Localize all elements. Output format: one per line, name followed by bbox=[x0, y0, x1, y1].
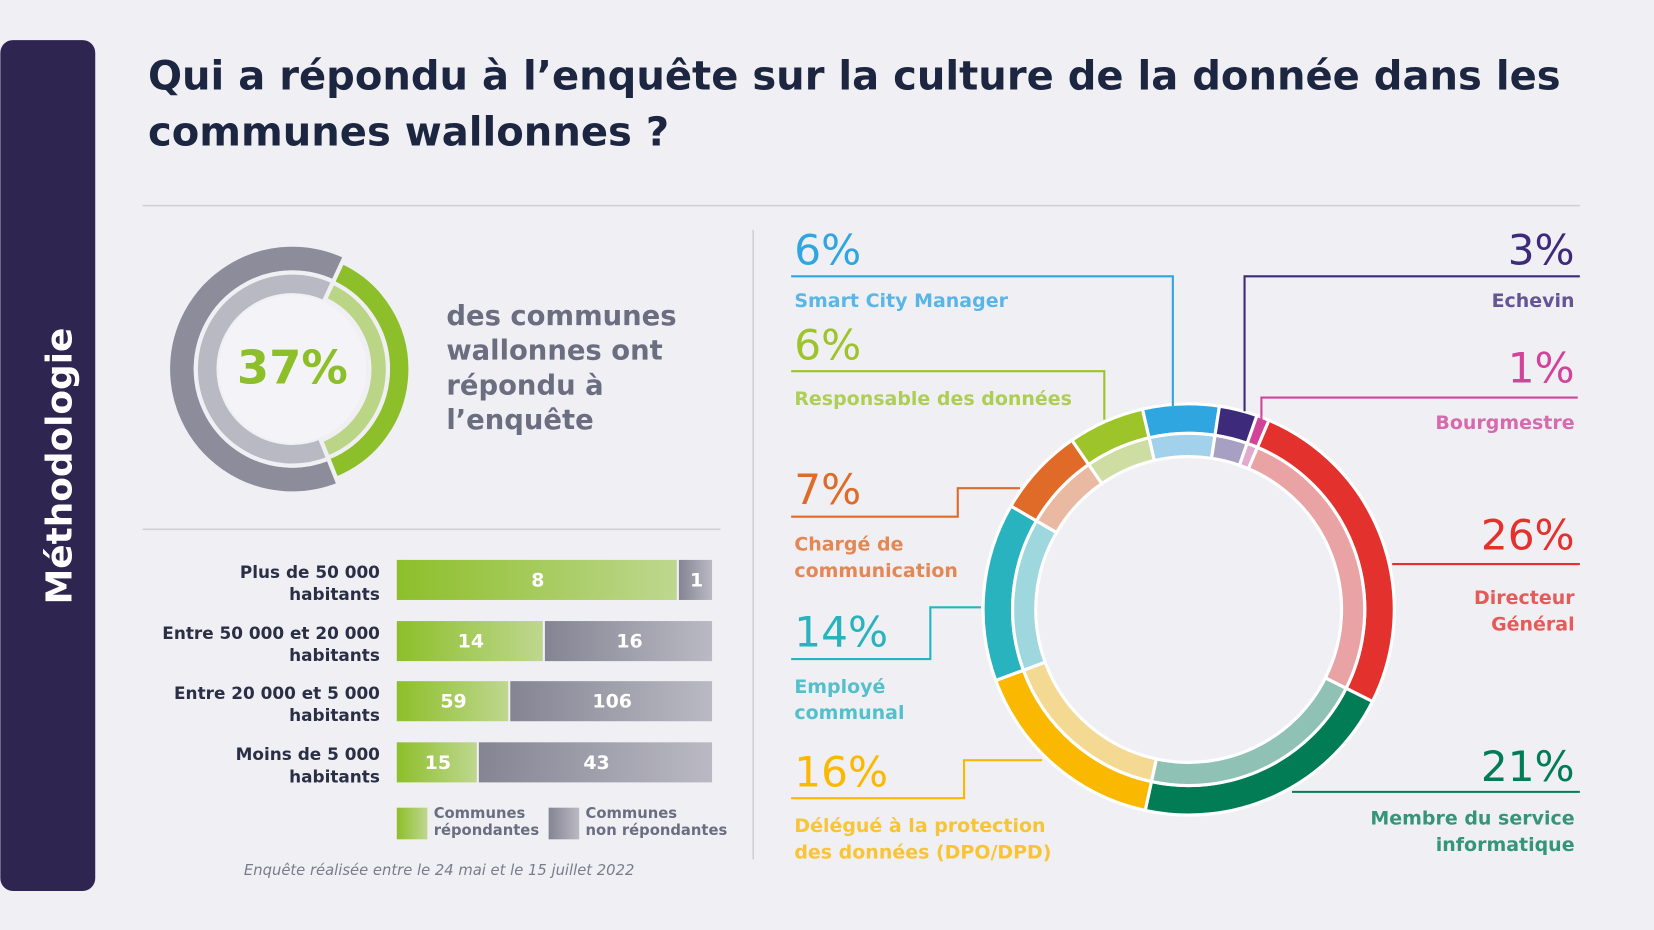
slice-label: Employé communal bbox=[794, 675, 905, 725]
bar-value-label: 14 bbox=[458, 631, 484, 653]
annotation-box: des communes wallonnes ont répondu à l’e… bbox=[446, 300, 677, 437]
footnote-box: Enquête réalisée entre le 24 mai et le 1… bbox=[243, 862, 635, 880]
slice-label-box: Directeur Général bbox=[1474, 587, 1575, 636]
legend-swatch bbox=[396, 807, 428, 840]
y-tick-label-box: Entre 50 000 et 20 000 habitants bbox=[162, 623, 380, 666]
chart-title: Qui a répondu à l’enquête sur la culture… bbox=[147, 52, 1561, 155]
y-tick-label: Entre 50 000 et 20 000 habitants bbox=[162, 623, 380, 666]
slice-label: Responsable des données bbox=[794, 388, 1072, 411]
slice-value-label: 26% bbox=[1481, 510, 1575, 559]
bar-segment bbox=[396, 681, 509, 722]
slice-label: Echevin bbox=[1491, 289, 1575, 313]
y-tick-label-box: Entre 20 000 et 5 000 habitants bbox=[174, 683, 380, 726]
slice-value-label: 14% bbox=[794, 607, 888, 656]
slice-label-box: Délégué à la protection des données (DPO… bbox=[794, 815, 1052, 864]
bar-value-label: 16 bbox=[616, 631, 642, 653]
y-tick-label: Moins de 5 000 habitants bbox=[235, 744, 380, 787]
leader-line bbox=[791, 275, 1174, 406]
slice-value-label: 6% bbox=[794, 226, 861, 275]
bar-value-label: 43 bbox=[583, 752, 609, 774]
legend-label: Communes répondantes bbox=[433, 805, 540, 840]
bar-segment bbox=[544, 621, 713, 662]
slice-label-box: Chargé de communication bbox=[794, 533, 958, 583]
y-tick-label-box: Moins de 5 000 habitants bbox=[235, 744, 380, 787]
slice-label: Bourgmestre bbox=[1435, 412, 1575, 435]
leader-line bbox=[791, 487, 1020, 518]
donut-hole bbox=[218, 295, 367, 443]
slice-value-label: 6% bbox=[794, 320, 861, 369]
leader-line bbox=[791, 370, 1106, 420]
slice-label: Délégué à la protection des données (DPO… bbox=[794, 815, 1052, 864]
slice-label-box: Employé communal bbox=[794, 675, 905, 725]
slice-label-box: Smart City Manager bbox=[794, 289, 1008, 313]
slice-value-label: 3% bbox=[1508, 226, 1575, 275]
donut-slice-inner bbox=[1086, 435, 1157, 486]
bar-value-label: 15 bbox=[425, 752, 451, 774]
sidebar bbox=[0, 40, 96, 891]
slice-value-label: 16% bbox=[794, 748, 888, 797]
y-tick-label-box: Plus de 50 000 habitants bbox=[239, 562, 380, 605]
leader-line bbox=[791, 759, 1043, 800]
slice-label-box: Echevin bbox=[1491, 289, 1575, 313]
slice-label-box: Bourgmestre bbox=[1435, 412, 1575, 435]
slice-label: Smart City Manager bbox=[794, 289, 1008, 313]
slice-label: Chargé de communication bbox=[794, 533, 958, 583]
y-tick-label: Plus de 50 000 habitants bbox=[239, 562, 380, 605]
title-box: Qui a répondu à l’enquête sur la culture… bbox=[147, 52, 1561, 155]
leader-line bbox=[1243, 275, 1580, 412]
slice-label: Membre du service informatique bbox=[1370, 807, 1575, 857]
slice-label-box: Membre du service informatique bbox=[1370, 807, 1575, 857]
bar-segment bbox=[510, 681, 713, 722]
slice-value-label: 1% bbox=[1508, 344, 1575, 393]
donut-value-label: 37% bbox=[237, 341, 348, 395]
bar-value-label: 1 bbox=[690, 569, 703, 591]
bar-segment bbox=[396, 559, 677, 600]
slice-value-label: 21% bbox=[1481, 742, 1575, 791]
slice-label: Directeur Général bbox=[1474, 587, 1575, 636]
legend-label-box: Communes non répondantes bbox=[585, 805, 728, 840]
legend-swatch bbox=[548, 807, 580, 840]
leader-line bbox=[791, 606, 981, 661]
annotation: des communes wallonnes ont répondu à l’e… bbox=[446, 300, 677, 437]
legend-label-box: Communes répondantes bbox=[433, 805, 540, 840]
footnote: Enquête réalisée entre le 24 mai et le 1… bbox=[243, 862, 635, 880]
slice-label-box: Responsable des données bbox=[794, 388, 1072, 411]
legend-label: Communes non répondantes bbox=[585, 805, 728, 840]
bar-value-label: 106 bbox=[592, 691, 632, 713]
donut-slice-inner bbox=[1147, 431, 1217, 463]
bar-segment bbox=[478, 742, 713, 783]
bar-value-label: 59 bbox=[440, 691, 466, 713]
slice-value-label: 7% bbox=[794, 465, 861, 514]
y-tick-label: Entre 20 000 et 5 000 habitants bbox=[174, 683, 380, 726]
bar-value-label: 8 bbox=[531, 569, 544, 591]
sidebar-label: Méthodologie bbox=[39, 328, 80, 605]
bar-segment bbox=[396, 621, 543, 662]
bar-segment bbox=[678, 559, 713, 600]
bar-segment bbox=[396, 742, 477, 783]
leader-line bbox=[1260, 396, 1578, 420]
